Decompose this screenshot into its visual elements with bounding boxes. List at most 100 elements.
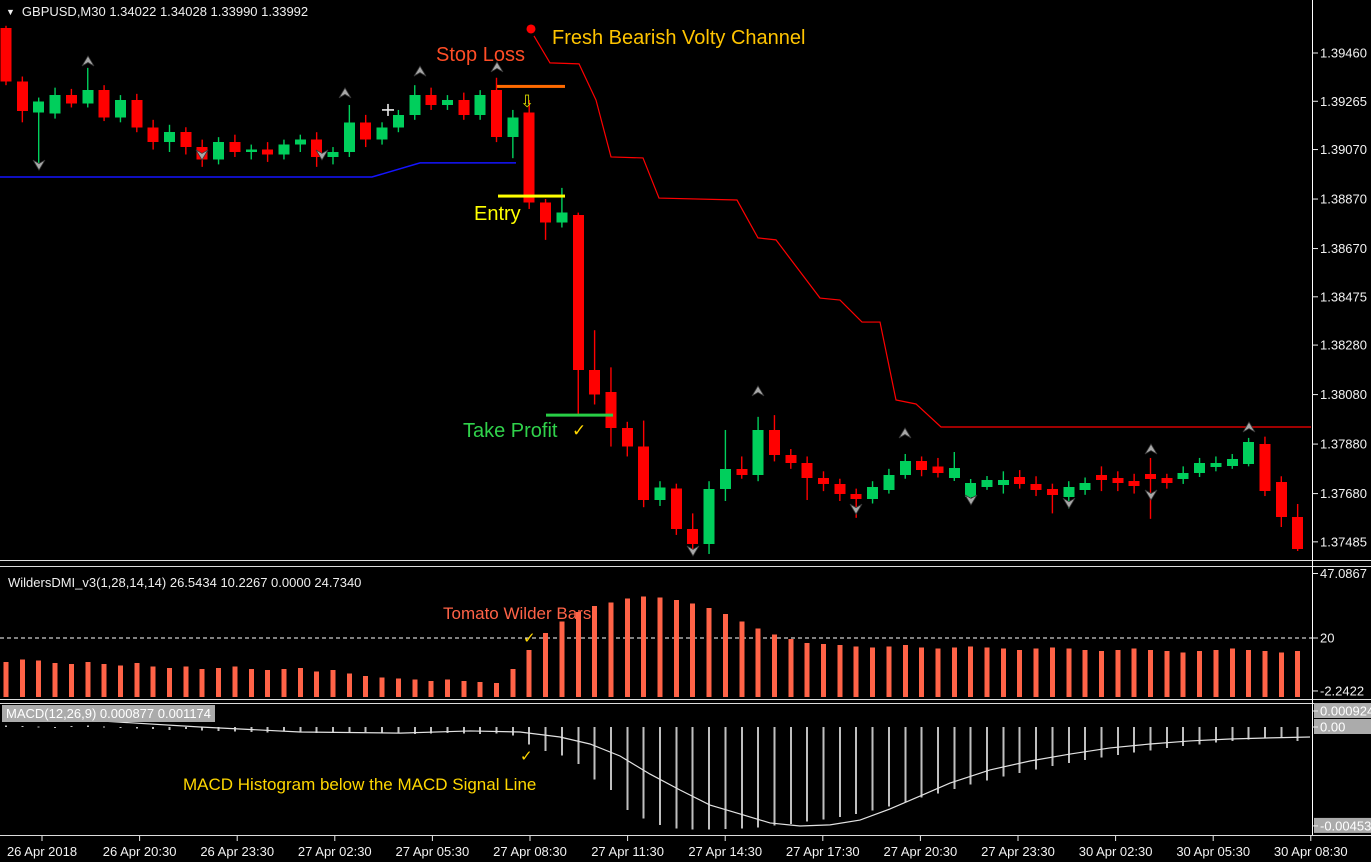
wilders-bar xyxy=(510,668,516,697)
candle xyxy=(883,475,895,490)
candle xyxy=(229,142,241,153)
wilders-axis-label: -2.2422 xyxy=(1320,683,1364,698)
wilders-bar xyxy=(428,680,434,697)
wilders-bar xyxy=(248,668,254,697)
macd-indicator-header[interactable]: MACD(12,26,9) 0.000877 0.001174 xyxy=(2,705,216,722)
macd-bar xyxy=(1165,727,1168,749)
axis-label-highlight xyxy=(1314,719,1371,734)
wilders-indicator-header[interactable]: WildersDMI_v3(1,28,14,14) 26.5434 10.226… xyxy=(8,575,362,590)
wilders-bar xyxy=(706,608,712,697)
candle xyxy=(376,127,388,140)
macd-bar xyxy=(70,726,73,728)
macd-bar xyxy=(21,725,24,727)
macd-bar xyxy=(920,727,923,798)
fractal-down-icon xyxy=(964,494,978,506)
macd-bar xyxy=(37,726,40,728)
fractal-down-icon xyxy=(315,149,329,161)
wilders-bar xyxy=(657,597,663,697)
time-axis-label: 27 Apr 17:30 xyxy=(786,844,860,859)
candle xyxy=(1243,441,1255,464)
wilders-bar xyxy=(1066,648,1072,697)
macd-bar xyxy=(626,727,629,810)
candle xyxy=(589,369,601,395)
macd-bar xyxy=(54,727,57,728)
candle xyxy=(1128,480,1140,486)
price-axis-label: 1.39070 xyxy=(1320,142,1367,157)
price-axis-label: 1.38870 xyxy=(1320,192,1367,207)
candle xyxy=(1030,483,1042,490)
candle xyxy=(523,112,535,203)
wilders-bar xyxy=(314,671,320,697)
candle xyxy=(0,28,12,82)
candle xyxy=(572,215,584,370)
candle xyxy=(392,114,404,128)
take-profit-check-icon: ✓ xyxy=(572,421,587,440)
macd-bar xyxy=(1263,727,1266,739)
candle xyxy=(65,95,77,104)
candle xyxy=(1112,477,1124,483)
wilders-bar xyxy=(150,666,156,697)
wilders-bar xyxy=(739,621,745,697)
wilders-bar xyxy=(771,634,777,697)
wilders-bar xyxy=(1033,648,1039,697)
stop-loss-label: Stop Loss xyxy=(436,44,525,66)
wilder-bars-label: Tomato Wilder Bars xyxy=(443,604,592,623)
axis-label-highlight xyxy=(1314,817,1371,833)
candle xyxy=(1063,486,1075,498)
macd-bar xyxy=(168,727,171,730)
candle xyxy=(16,81,28,112)
candle xyxy=(1194,462,1206,474)
macd-bar xyxy=(1149,727,1152,751)
wilders-bar xyxy=(1000,648,1006,697)
macd-check-icon: ✓ xyxy=(520,748,533,765)
candle xyxy=(621,427,633,447)
wilders-bar xyxy=(624,598,630,697)
candle xyxy=(768,429,780,455)
wilders-bar xyxy=(1164,651,1170,697)
wilders-bar xyxy=(232,666,238,697)
candle xyxy=(1177,473,1189,479)
macd-bar xyxy=(495,727,498,734)
candle xyxy=(719,468,731,489)
time-axis-label: 30 Apr 02:30 xyxy=(1079,844,1153,859)
candle xyxy=(82,90,94,104)
macd-bar xyxy=(217,727,220,731)
wilders-bar xyxy=(1197,651,1203,697)
candle xyxy=(262,149,274,155)
candle xyxy=(703,488,715,545)
wilders-bar xyxy=(1098,651,1104,697)
wilders-bar xyxy=(379,677,385,697)
price-axis-label: 1.38280 xyxy=(1320,338,1367,353)
candle xyxy=(899,460,911,476)
candle xyxy=(507,117,519,138)
wilders-bar xyxy=(968,646,974,697)
macd-bar xyxy=(1231,727,1234,742)
candle xyxy=(164,132,175,143)
macd-bar xyxy=(806,727,809,822)
macd-bar xyxy=(1182,727,1185,747)
symbol-dropdown-icon[interactable]: ▼ xyxy=(6,7,15,17)
candle xyxy=(49,95,61,114)
fractal-up-icon xyxy=(490,61,504,73)
wilders-bar xyxy=(951,647,957,697)
macd-bar xyxy=(430,727,433,734)
candle xyxy=(114,100,126,118)
fractal-up-icon xyxy=(751,385,765,397)
wilders-bar xyxy=(134,663,140,697)
macd-bar xyxy=(266,727,269,733)
macd-bar xyxy=(740,727,743,829)
macd-bar xyxy=(969,727,972,785)
take-profit-label: Take Profit xyxy=(463,420,558,442)
candle xyxy=(1079,482,1091,490)
fractal-up-icon xyxy=(81,55,95,67)
candle xyxy=(294,139,306,145)
fractal-up-icon xyxy=(413,65,427,77)
symbol-quote-text: GBPUSD,M30 1.34022 1.34028 1.33990 1.339… xyxy=(21,4,309,19)
time-axis-label: 26 Apr 23:30 xyxy=(200,844,274,859)
macd-histogram-label: MACD Histogram below the MACD Signal Lin… xyxy=(183,775,537,794)
wilders-bar xyxy=(461,680,467,697)
candle xyxy=(458,100,470,115)
macd-bar xyxy=(659,727,661,826)
